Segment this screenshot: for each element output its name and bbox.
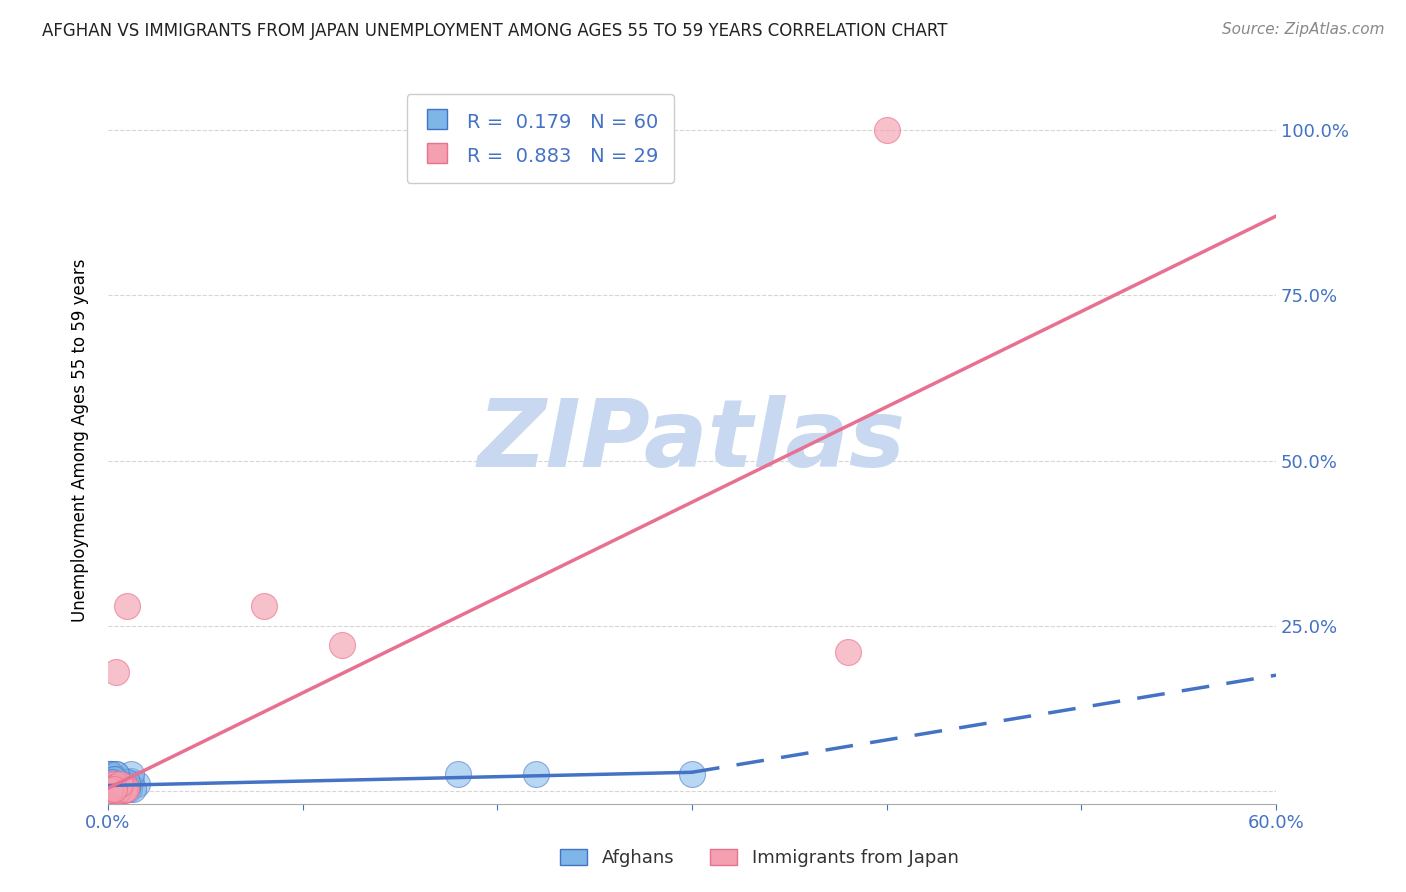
Point bbox=[112, 782, 135, 797]
Point bbox=[98, 767, 121, 781]
Point bbox=[103, 772, 125, 786]
Point bbox=[107, 777, 129, 791]
Point bbox=[101, 772, 124, 786]
Point bbox=[110, 782, 132, 797]
Point bbox=[103, 776, 125, 790]
Point bbox=[103, 772, 125, 786]
Point bbox=[97, 780, 120, 795]
Point bbox=[98, 780, 121, 795]
Point bbox=[112, 775, 135, 789]
Point bbox=[108, 775, 131, 789]
Legend: Afghans, Immigrants from Japan: Afghans, Immigrants from Japan bbox=[553, 841, 966, 874]
Point bbox=[98, 767, 121, 781]
Point bbox=[112, 781, 135, 796]
Point bbox=[103, 781, 125, 796]
Point bbox=[681, 767, 703, 781]
Point bbox=[104, 767, 127, 781]
Point bbox=[98, 767, 121, 781]
Point bbox=[108, 779, 131, 793]
Point bbox=[837, 645, 859, 659]
Point bbox=[104, 767, 127, 781]
Point bbox=[330, 639, 353, 653]
Point bbox=[104, 777, 127, 791]
Point bbox=[108, 777, 131, 791]
Point bbox=[120, 767, 142, 781]
Point bbox=[112, 782, 135, 797]
Point bbox=[108, 780, 131, 795]
Point bbox=[876, 123, 898, 137]
Point bbox=[120, 773, 142, 788]
Point bbox=[103, 777, 125, 791]
Point bbox=[104, 772, 127, 786]
Point bbox=[98, 767, 121, 781]
Point bbox=[112, 777, 135, 791]
Point bbox=[107, 783, 129, 797]
Point bbox=[108, 777, 131, 791]
Point bbox=[108, 783, 131, 797]
Point bbox=[114, 777, 136, 791]
Point bbox=[107, 781, 129, 796]
Y-axis label: Unemployment Among Ages 55 to 59 years: Unemployment Among Ages 55 to 59 years bbox=[72, 259, 89, 623]
Point bbox=[101, 775, 124, 789]
Point bbox=[118, 782, 141, 797]
Point bbox=[101, 780, 124, 795]
Point bbox=[127, 777, 149, 791]
Point bbox=[110, 782, 132, 797]
Point bbox=[98, 783, 121, 797]
Point bbox=[108, 780, 131, 795]
Legend: R =  0.179   N = 60, R =  0.883   N = 29: R = 0.179 N = 60, R = 0.883 N = 29 bbox=[406, 95, 673, 183]
Point bbox=[98, 780, 121, 795]
Point bbox=[101, 775, 124, 789]
Point bbox=[98, 767, 121, 781]
Point bbox=[101, 780, 124, 794]
Point bbox=[108, 780, 131, 795]
Point bbox=[104, 777, 127, 791]
Point bbox=[114, 780, 136, 795]
Point bbox=[253, 599, 276, 613]
Point bbox=[101, 782, 124, 797]
Point bbox=[103, 783, 125, 797]
Point bbox=[110, 781, 132, 796]
Point bbox=[103, 771, 125, 785]
Point bbox=[117, 780, 139, 795]
Point bbox=[104, 777, 127, 791]
Point bbox=[117, 775, 139, 789]
Point bbox=[103, 780, 125, 795]
Point bbox=[98, 775, 121, 789]
Point bbox=[117, 599, 139, 613]
Point bbox=[112, 777, 135, 791]
Point bbox=[112, 783, 135, 797]
Text: Source: ZipAtlas.com: Source: ZipAtlas.com bbox=[1222, 22, 1385, 37]
Text: AFGHAN VS IMMIGRANTS FROM JAPAN UNEMPLOYMENT AMONG AGES 55 TO 59 YEARS CORRELATI: AFGHAN VS IMMIGRANTS FROM JAPAN UNEMPLOY… bbox=[42, 22, 948, 40]
Point bbox=[107, 781, 129, 796]
Point bbox=[524, 767, 547, 781]
Point bbox=[110, 776, 132, 790]
Point bbox=[447, 767, 470, 781]
Point bbox=[117, 781, 139, 796]
Point bbox=[103, 772, 125, 786]
Point bbox=[108, 775, 131, 789]
Point bbox=[114, 781, 136, 796]
Point bbox=[103, 772, 125, 786]
Point bbox=[98, 783, 121, 797]
Point bbox=[98, 781, 121, 796]
Point bbox=[98, 777, 121, 791]
Point bbox=[114, 780, 136, 795]
Point bbox=[101, 772, 124, 786]
Point bbox=[104, 665, 127, 679]
Point bbox=[112, 783, 135, 797]
Point bbox=[101, 780, 124, 795]
Point bbox=[122, 782, 145, 797]
Text: ZIPatlas: ZIPatlas bbox=[478, 395, 905, 487]
Point bbox=[107, 772, 129, 786]
Point bbox=[112, 783, 135, 797]
Point bbox=[98, 781, 121, 796]
Point bbox=[104, 772, 127, 786]
Point bbox=[107, 777, 129, 791]
Point bbox=[103, 781, 125, 796]
